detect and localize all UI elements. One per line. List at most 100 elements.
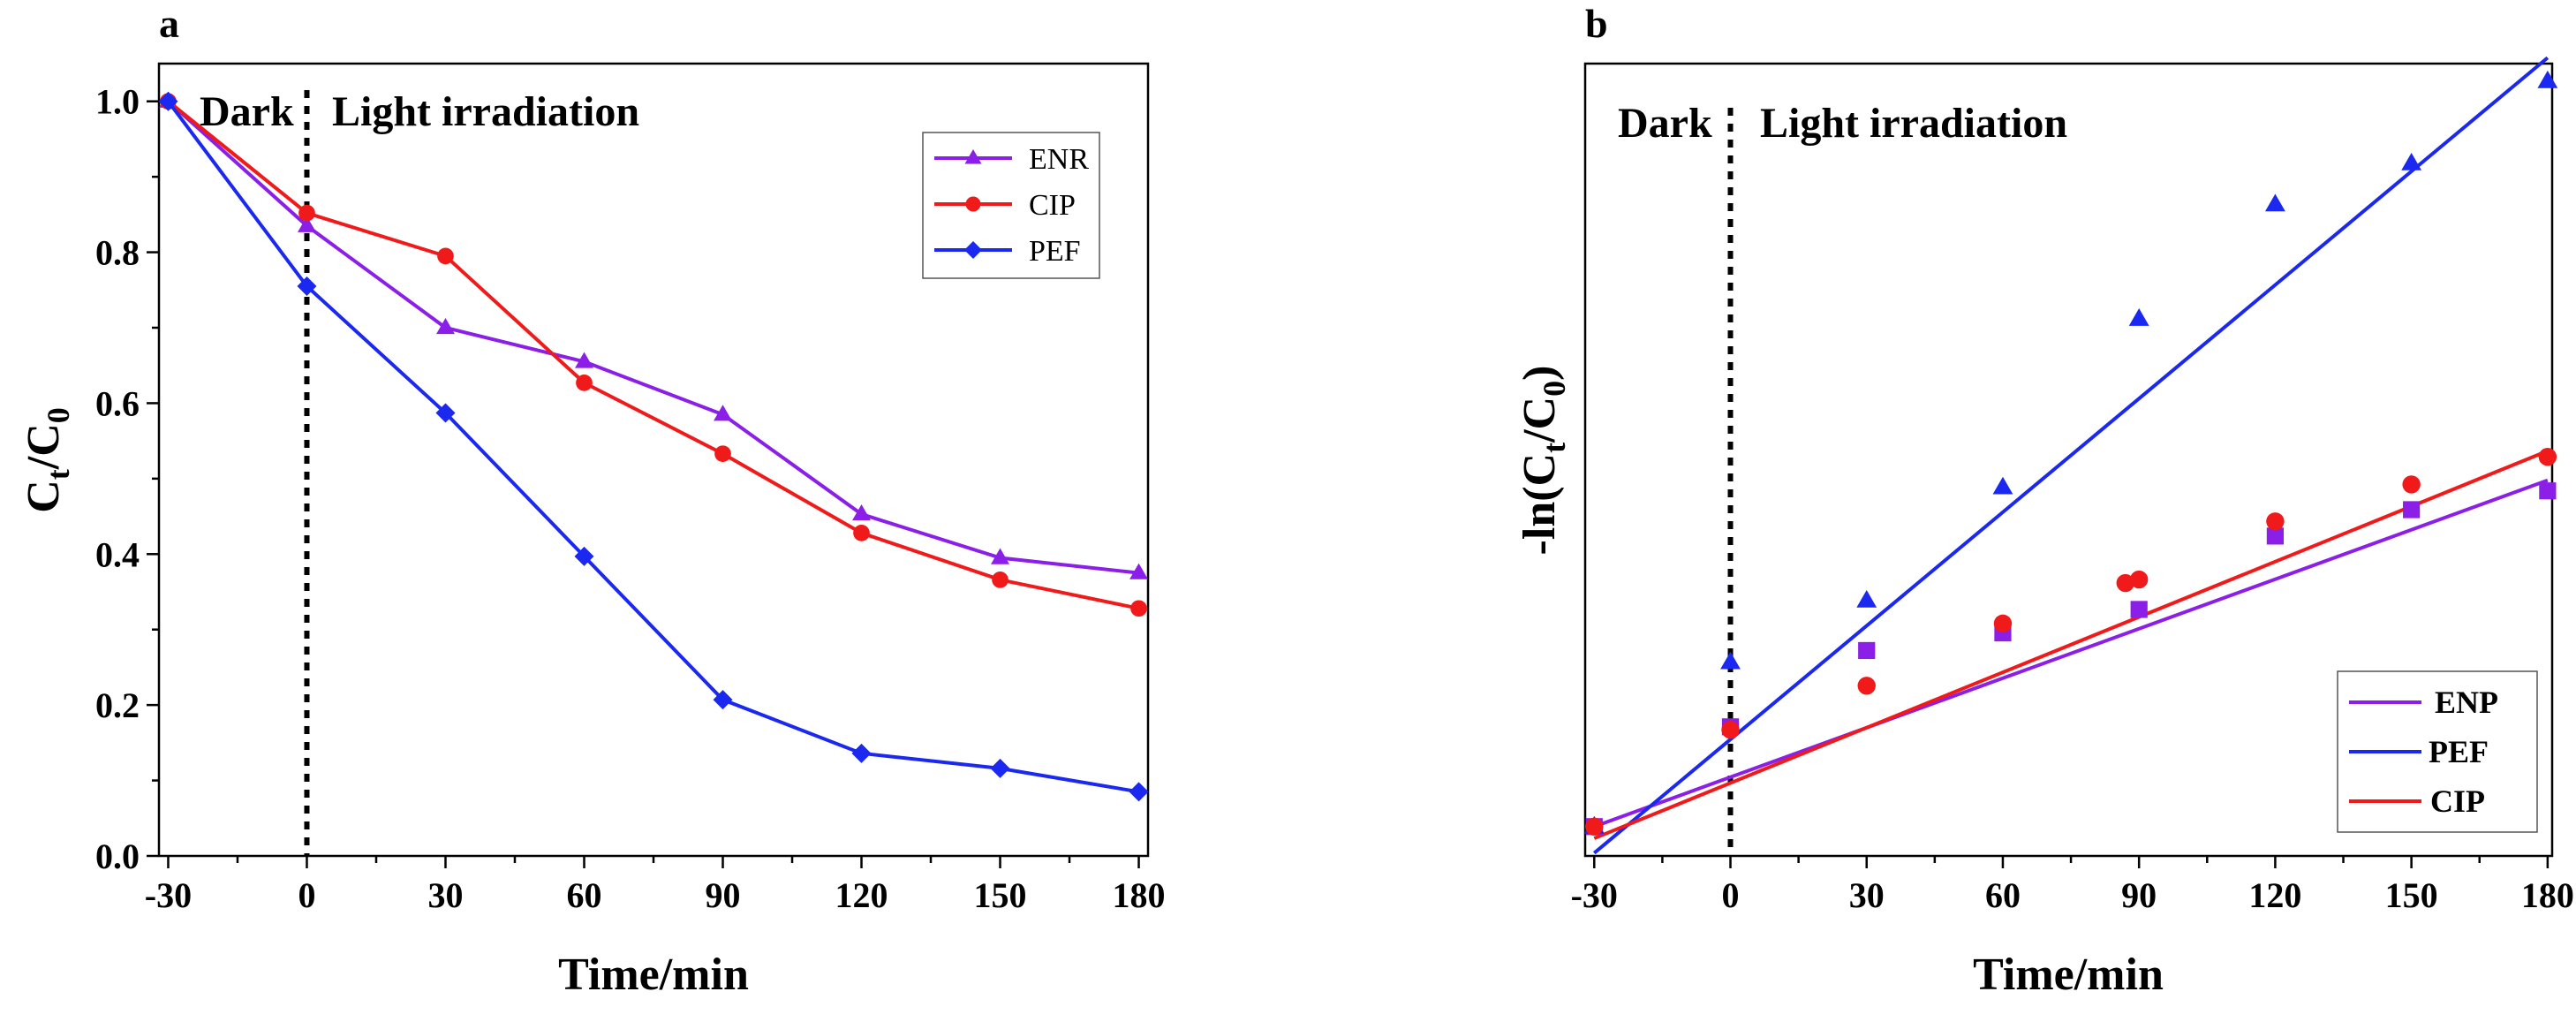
panel-a-point-enr — [298, 216, 316, 232]
panel-a-x-axis-title: Time/min — [558, 950, 749, 1000]
panel-b-legend-pef: PEF — [2429, 734, 2489, 769]
panel-a-point-cip — [714, 445, 731, 463]
panel-a-point-cip — [1130, 600, 1147, 617]
panel-a-point-enr — [575, 352, 593, 368]
panel-b-point-cip — [2266, 512, 2285, 531]
panel-b-fit-line-enp — [1593, 478, 2549, 829]
panel-b-point-enp — [2130, 601, 2148, 618]
panel-a-y-tick-label: 0.4 — [95, 534, 140, 574]
panel-a-legend-marker-cip — [965, 196, 981, 212]
panel-a-point-cip — [992, 571, 1008, 588]
panel-a-line-pef — [166, 100, 1139, 794]
panel-a: a -30 0 30 60 90 120 150 180 0.0 0.2 0.4 0.6 0.8 1.0… — [19, 1, 1166, 1000]
panel-a-line-enr — [167, 100, 1139, 575]
panel-b-point-pef — [1856, 589, 1877, 608]
panel-b-x-tick-label: 0 — [1722, 875, 1740, 915]
panel-b-x-tick-label: -30 — [1571, 875, 1618, 915]
panel-a-legend-enr: ENR — [1029, 143, 1089, 176]
panel-a-point-enr — [436, 318, 455, 335]
panel-a-legend-marker-pef — [964, 241, 982, 259]
panel-b-point-enp — [2403, 501, 2421, 519]
panel-a-series — [158, 91, 1149, 802]
panel-a-point-pef — [297, 276, 317, 297]
panel-a-point-cip — [576, 375, 593, 391]
panel-b-point-enp — [1858, 641, 1876, 660]
panel-b-legend-cip: CIP — [2430, 784, 2485, 819]
panel-a-point-pef — [574, 546, 594, 566]
panel-a-legend-cip: CIP — [1029, 189, 1076, 222]
panel-b: b -30 0 30 60 90 120 150 180 Dark Light irradia… — [1515, 1, 2574, 1000]
panel-b-series — [1583, 56, 2558, 855]
panel-a-point-pef — [158, 91, 178, 111]
panel-a-point-enr — [1129, 563, 1148, 579]
panel-b-x-tick-label: 120 — [2248, 875, 2301, 915]
panel-b-point-cip — [2116, 573, 2134, 593]
panel-a-point-cip — [298, 204, 315, 222]
panel-a-point-enr — [714, 405, 732, 421]
panel-b-point-cip — [2402, 475, 2421, 494]
panel-a-point-cip — [437, 247, 454, 265]
panel-b-point-enp — [2539, 482, 2557, 500]
panel-a-point-enr — [991, 548, 1009, 564]
panel-a-dark-label: Dark — [200, 88, 294, 135]
panel-b-legend: ENP PEF CIP — [2337, 670, 2538, 833]
panel-a-y-axis-title: Ct/C0 — [19, 407, 76, 513]
panel-a-y-tick-label: 0.6 — [95, 383, 140, 423]
panel-a-legend-pef: PEF — [1029, 235, 1081, 268]
panel-a-line-cip — [167, 100, 1139, 610]
panel-a-legend: ENR CIP PEF — [922, 132, 1100, 279]
panel-b-x-tick-label: 60 — [1985, 875, 2021, 915]
panel-a-light-label: Light irradiation — [332, 88, 639, 135]
panel-b-fit-line-pef — [1593, 56, 2550, 855]
panel-b-x-tick-label: 180 — [2521, 875, 2574, 915]
panel-b-point-pef — [2537, 70, 2558, 88]
panel-b-point-cip — [1585, 817, 1604, 836]
panel-b-point-pef — [2128, 308, 2149, 326]
panel-a-legend-marks — [934, 149, 1012, 259]
panel-b-x-ticks: -30 0 30 60 90 120 150 180 — [1571, 856, 2574, 915]
panel-a-legend-marker-enr — [964, 149, 982, 164]
panel-a-x-tick-label: 30 — [427, 875, 463, 915]
panel-b-x-axis-title: Time/min — [1973, 950, 2164, 1000]
panel-a-x-tick-label: 180 — [1113, 875, 1166, 915]
panel-a-x-tick-label: 90 — [706, 875, 741, 915]
panel-a-x-tick-label: 0 — [298, 875, 315, 915]
panel-b-label: b — [1585, 1, 1608, 46]
panel-b-legend-enp: ENP — [2435, 685, 2498, 720]
panel-a-label: a — [159, 1, 179, 46]
panel-a-point-pef — [1129, 782, 1149, 802]
panel-b-fit-line-cip — [1593, 449, 2549, 840]
panel-b-x-tick-label: 90 — [2121, 875, 2157, 915]
panel-a-x-tick-label: 150 — [974, 875, 1027, 915]
panel-b-point-pef — [1720, 651, 1741, 670]
panel-b-legend-marks — [2349, 700, 2421, 803]
panel-b-point-cip — [2538, 447, 2557, 466]
panel-b-point-pef — [2265, 193, 2285, 212]
panel-a-x-tick-label: 60 — [566, 875, 601, 915]
panel-a-y-tick-label: 1.0 — [95, 82, 140, 122]
panel-a-y-tick-label: 0.2 — [95, 685, 140, 725]
panel-b-dark-label: Dark — [1618, 100, 1712, 147]
panel-b-point-cip — [1857, 677, 1876, 695]
panel-b-point-cip — [1721, 720, 1740, 739]
panel-b-point-pef — [2401, 152, 2422, 170]
panel-b-point-enp — [2266, 527, 2285, 545]
panel-a-series-pef — [158, 91, 1149, 802]
panel-b-point-cip — [2129, 570, 2149, 589]
panel-a-x-ticks: -30 0 30 60 90 120 150 180 — [145, 856, 1166, 915]
panel-a-x-tick-label: 120 — [835, 875, 888, 915]
panel-b-x-tick-label: 150 — [2385, 875, 2438, 915]
panel-a-x-tick-label: -30 — [145, 875, 192, 915]
panel-a-y-tick-label: 0.8 — [95, 233, 140, 273]
panel-a-point-cip — [853, 525, 870, 541]
panel-a-y-tick-label: 0.0 — [95, 837, 140, 876]
panel-a-point-pef — [713, 690, 733, 710]
panel-b-series-cip — [1585, 447, 2557, 836]
panel-b-x-tick-label: 30 — [1849, 875, 1885, 915]
panel-a-point-enr — [852, 504, 871, 521]
panel-b-point-pef — [1992, 476, 2013, 495]
panel-b-y-axis-title: -ln(Ct/C0) — [1515, 366, 1572, 556]
panel-a-y-ticks: 0.0 0.2 0.4 0.6 0.8 1.0 — [95, 82, 159, 876]
panel-a-point-pef — [990, 758, 1010, 778]
